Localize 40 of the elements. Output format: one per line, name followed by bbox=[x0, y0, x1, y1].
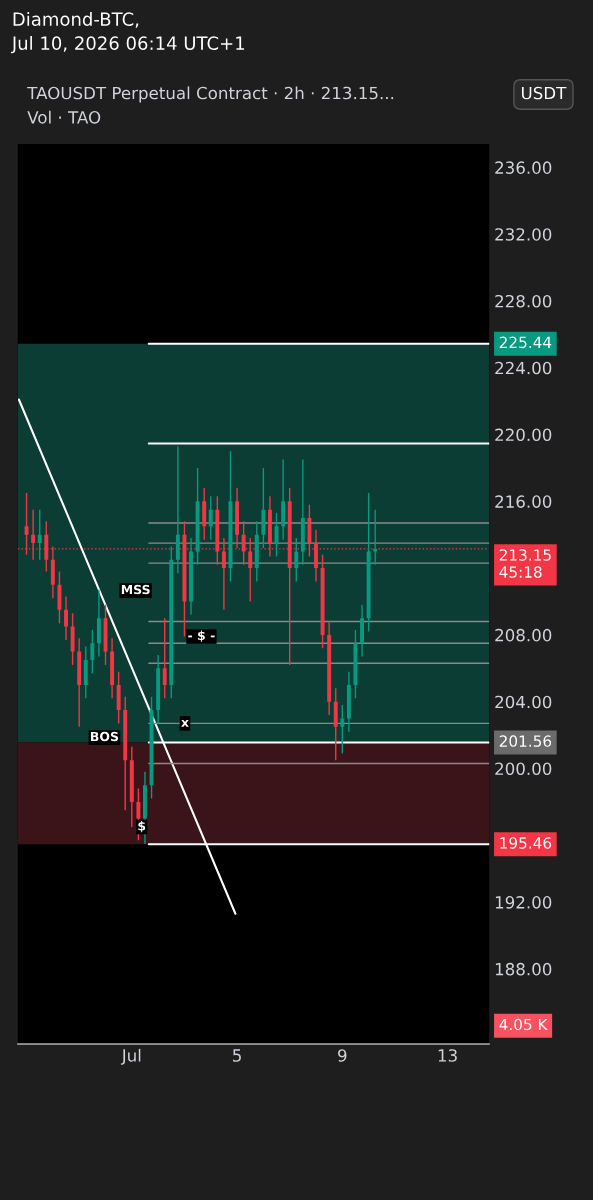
y-tick-label: 208.00 bbox=[495, 628, 552, 642]
y-tick-label: 188.00 bbox=[495, 962, 552, 976]
x-tick-label: 13 bbox=[438, 1049, 457, 1062]
y-tick-label: 228.00 bbox=[495, 294, 552, 308]
y-tick-label: 192.00 bbox=[495, 896, 552, 909]
x-tick-label: 5 bbox=[233, 1049, 241, 1062]
candlestick bbox=[340, 704, 345, 755]
candlestick bbox=[208, 495, 213, 541]
annotation: x bbox=[181, 720, 189, 727]
y-tick-label: 232.00 bbox=[495, 228, 552, 241]
text: 225.44 bbox=[499, 336, 552, 349]
y-tick-label: 204.00 bbox=[495, 695, 552, 709]
text: USDT bbox=[521, 86, 567, 100]
text: 4.05 K bbox=[499, 1018, 548, 1031]
text: 201.56 bbox=[499, 735, 552, 747]
chart-title: Diamond-BTC, bbox=[13, 12, 139, 28]
candlestick bbox=[31, 508, 36, 561]
chart-subtitle: Jul 10, 2026 06:14 UTC+1 bbox=[10, 36, 245, 54]
ref-line-label: 213.15 45:18 bbox=[499, 549, 551, 578]
annotation: MSS bbox=[121, 584, 150, 595]
candlestick bbox=[64, 595, 68, 641]
annotation: BOS bbox=[90, 731, 119, 742]
y-tick-label: 236.00 bbox=[495, 161, 552, 174]
annotation: - $ - bbox=[188, 630, 215, 642]
y-tick-label: 224.00 bbox=[495, 361, 552, 375]
y-tick-label: 200.00 bbox=[495, 762, 552, 776]
candlestick bbox=[162, 617, 167, 700]
text: 195.46 bbox=[500, 837, 552, 849]
x-tick-label: Jul bbox=[120, 1048, 141, 1065]
candlestick bbox=[294, 537, 299, 583]
y-tick-label: 220.00 bbox=[495, 428, 552, 442]
y-tick-label: 216.00 bbox=[495, 495, 552, 508]
candlestick bbox=[274, 512, 279, 558]
annotation: $ bbox=[138, 820, 146, 833]
x-tick-label: 9 bbox=[338, 1049, 347, 1062]
text: Vol · TAO bbox=[27, 110, 101, 124]
candlestick bbox=[90, 629, 95, 675]
candlestick bbox=[248, 537, 253, 603]
candlestick bbox=[37, 508, 42, 561]
x-axis-title: TAOUSDT Perpetual Contract · 2h · 213.15... bbox=[27, 86, 394, 103]
